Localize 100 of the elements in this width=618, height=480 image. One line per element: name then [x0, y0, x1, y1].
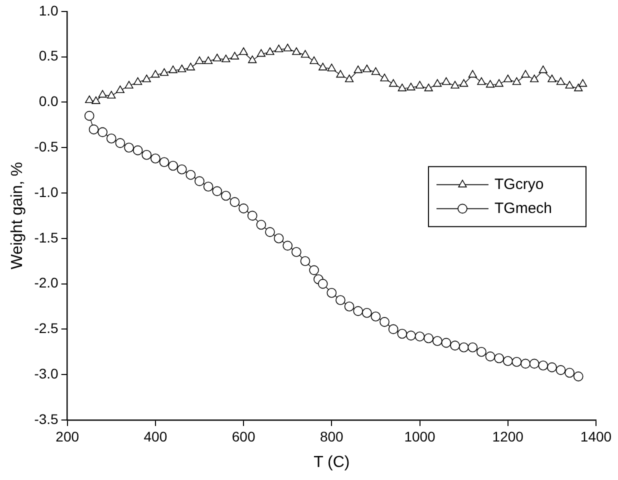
point	[265, 227, 275, 237]
point	[230, 52, 240, 60]
point	[371, 67, 380, 75]
point	[468, 70, 477, 78]
point	[300, 256, 310, 266]
x-tick-label: 1400	[580, 428, 612, 444]
point	[309, 265, 319, 276]
point	[318, 278, 328, 289]
point	[292, 47, 301, 55]
point	[578, 79, 588, 87]
point	[186, 170, 196, 180]
legend-label: TGcryo	[494, 176, 544, 193]
point	[336, 295, 346, 306]
point	[433, 79, 442, 87]
point	[159, 157, 170, 168]
point	[414, 332, 425, 342]
y-tick-label: -2.5	[34, 320, 59, 336]
point	[529, 358, 540, 369]
point	[441, 338, 452, 348]
point	[547, 362, 557, 372]
point	[380, 317, 390, 327]
point	[248, 56, 257, 64]
point	[116, 85, 124, 94]
point	[115, 138, 126, 148]
point	[194, 176, 204, 186]
point	[132, 145, 143, 156]
point	[521, 70, 530, 78]
point	[565, 80, 574, 89]
point	[186, 62, 195, 70]
point	[274, 44, 284, 52]
point	[574, 84, 583, 92]
point	[160, 68, 169, 76]
point	[274, 234, 284, 244]
point	[212, 54, 222, 62]
point	[142, 74, 151, 82]
y-tick-label: -3.0	[34, 365, 59, 382]
point	[98, 127, 108, 138]
point	[415, 80, 424, 89]
point	[556, 365, 566, 375]
y-axis-title: Weight gain, %	[9, 162, 26, 270]
point	[468, 342, 478, 352]
point	[336, 70, 345, 78]
point	[151, 70, 160, 78]
x-tick-label: 200	[56, 428, 80, 444]
point	[326, 288, 337, 298]
legend-label: TGmech	[494, 200, 552, 217]
point	[548, 74, 556, 82]
point	[442, 77, 451, 85]
point	[292, 247, 302, 257]
y-tick-label: -2.0	[34, 274, 59, 291]
point	[178, 64, 186, 72]
point	[530, 74, 539, 82]
point	[450, 340, 460, 350]
point	[92, 96, 100, 104]
point	[397, 328, 408, 339]
x-tick-label: 1200	[492, 428, 524, 444]
point	[353, 306, 363, 316]
point	[573, 372, 584, 382]
point	[380, 74, 389, 82]
y-tick-label: -0.5	[34, 138, 59, 154]
point	[485, 352, 496, 362]
point	[168, 160, 178, 171]
point	[239, 47, 248, 55]
point	[98, 90, 107, 98]
point	[556, 77, 566, 85]
point	[203, 182, 214, 192]
point	[398, 84, 406, 92]
point	[230, 197, 240, 207]
point	[124, 80, 134, 89]
point	[502, 356, 513, 366]
point	[564, 368, 574, 378]
point	[256, 49, 266, 57]
point	[222, 54, 230, 62]
point	[84, 110, 94, 121]
point	[538, 66, 548, 74]
point	[362, 308, 372, 318]
point	[88, 124, 99, 134]
point	[256, 220, 266, 230]
y-tick-label: -1.5	[34, 229, 59, 246]
y-tick-label: 1.0	[38, 2, 59, 18]
point	[266, 47, 274, 55]
point	[494, 353, 504, 364]
point	[460, 79, 468, 87]
point	[477, 77, 486, 85]
point	[195, 56, 204, 64]
point	[520, 358, 530, 369]
point	[424, 84, 433, 92]
point	[370, 312, 381, 322]
x-tick-label: 1000	[404, 428, 436, 444]
point	[124, 142, 134, 152]
point	[344, 74, 354, 82]
point	[142, 150, 152, 160]
point	[283, 44, 292, 52]
point	[406, 82, 416, 90]
point	[107, 90, 116, 98]
x-tick-label: 800	[320, 428, 344, 444]
point	[354, 66, 362, 74]
point	[168, 66, 178, 74]
point	[310, 56, 318, 64]
point	[176, 164, 187, 174]
